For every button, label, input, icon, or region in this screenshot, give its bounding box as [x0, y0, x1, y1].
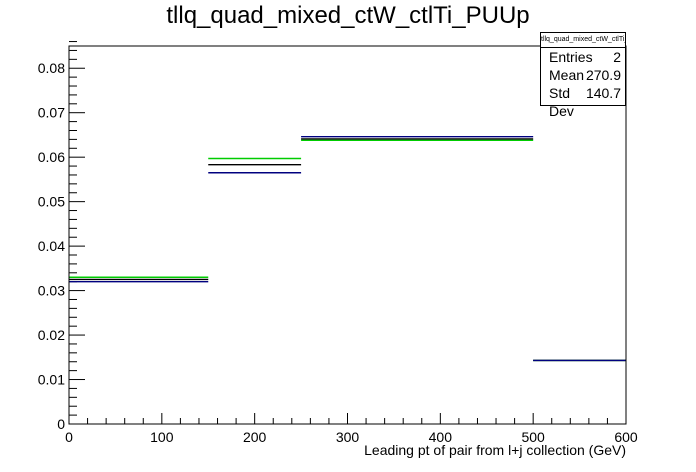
x-tick-label: 300 — [336, 429, 360, 445]
stats-mean-label: Mean — [549, 67, 585, 83]
y-tick-label: 0.04 — [38, 238, 65, 254]
x-tick-label: 200 — [243, 429, 267, 445]
axis-ticks: 0 100 200 300 400 500 600 0 0.01 0.02 0.03 0.04 0.05… — [38, 41, 638, 445]
stats-hist-name: tllq_quad_mixed_ctW_ctlTi_PUUp — [541, 33, 625, 48]
stats-stddev-value: 140.7 — [585, 85, 621, 101]
plot-frame — [68, 45, 627, 425]
stats-box: tllq_quad_mixed_ctW_ctlTi_PUUp Entries 2… — [540, 32, 626, 119]
x-tick-label: 0 — [65, 429, 73, 445]
stats-entries-label: Entries — [549, 49, 593, 65]
x-tick-label: 500 — [521, 429, 545, 445]
stats-entries-value: 2 — [613, 49, 621, 65]
y-tick-label: 0.06 — [38, 149, 65, 165]
histogram-bars — [69, 136, 626, 362]
chart-title: tllq_quad_mixed_ctW_ctlTi_PUUp — [166, 2, 530, 29]
x-tick-label: 100 — [150, 429, 174, 445]
stats-stddev-row: Std Dev 140.7 — [541, 84, 625, 119]
y-tick-label: 0.02 — [38, 327, 65, 343]
y-tick-label: 0.03 — [38, 283, 65, 299]
x-axis-label: Leading pt of pair from l+j collection (… — [364, 442, 626, 458]
stats-stddev-label: Std Dev — [549, 85, 574, 119]
y-tick-label: 0.05 — [38, 194, 65, 210]
y-tick-label: 0.01 — [38, 372, 65, 388]
stats-mean-value: 270.9 — [585, 67, 621, 83]
y-tick-label: 0.07 — [38, 105, 65, 121]
x-tick-label: 600 — [614, 429, 638, 445]
y-tick-label: 0 — [57, 416, 65, 432]
x-tick-label: 400 — [429, 429, 453, 445]
stats-mean-row: Mean 270.9 — [541, 66, 625, 84]
stats-entries-row: Entries 2 — [541, 48, 625, 66]
y-tick-label: 0.08 — [38, 60, 65, 76]
